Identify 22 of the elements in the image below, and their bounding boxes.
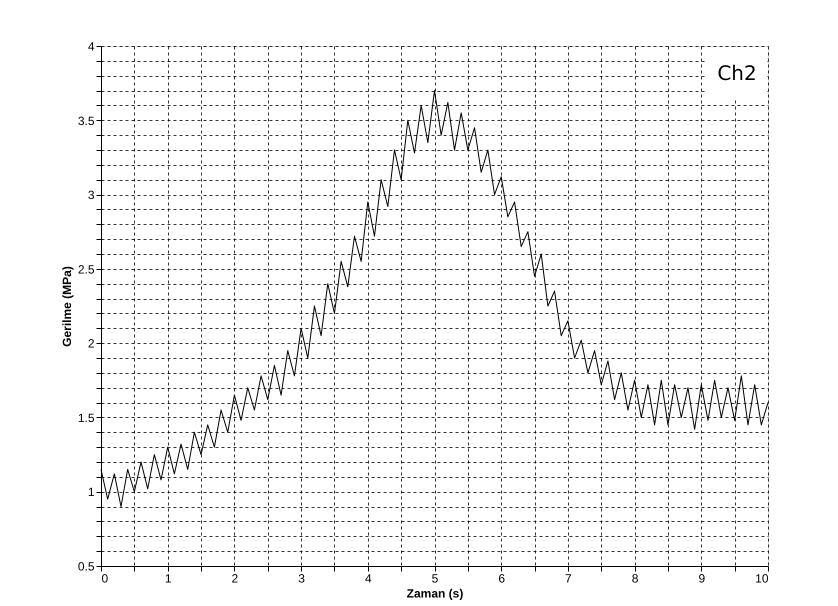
y-tick-label: 0.5 <box>78 560 95 574</box>
x-tick-label: 6 <box>498 572 506 586</box>
x-tick-label: 2 <box>232 572 239 586</box>
x-tick-label: 3 <box>298 572 306 586</box>
y-tick-label: 1.5 <box>78 410 95 425</box>
x-tick-label: 9 <box>698 572 706 586</box>
y-tick-label: 1 <box>88 485 95 500</box>
x-tick-label: 5 <box>432 572 439 586</box>
y-tick-label: 2 <box>88 336 95 351</box>
y-tick-label: 2.5 <box>78 262 95 276</box>
x-axis-title: Zaman (s) <box>406 586 464 600</box>
x-tick-label: 0 <box>102 572 108 586</box>
x-tick-label: 10 <box>755 572 769 586</box>
y-axis-title: Gerilme (MPa) <box>60 266 74 347</box>
y-tick-label: 3 <box>88 188 95 202</box>
x-tick-label: 7 <box>565 572 572 586</box>
x-tick-label: 4 <box>364 572 372 586</box>
annotation: Ch2 <box>717 61 757 85</box>
y-tick-label: 4 <box>88 40 95 54</box>
y-tick-label: 3.5 <box>78 114 95 128</box>
x-tick-label: 8 <box>632 572 639 586</box>
x-tick-label: 1 <box>164 572 172 586</box>
